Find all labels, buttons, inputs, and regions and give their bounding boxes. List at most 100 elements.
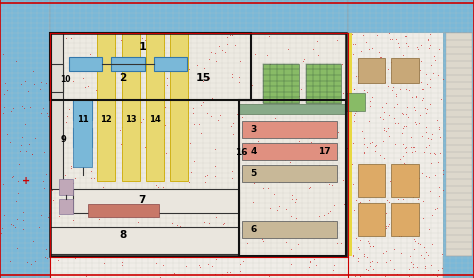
Point: [398, 131, 406, 135]
Point: [365, 119, 373, 123]
Point: [146, 170, 153, 174]
Point: [366, 99, 374, 103]
Point: [402, 217, 410, 221]
Point: [196, 205, 203, 210]
Bar: [73, 100, 92, 167]
Point: [61, 244, 69, 249]
Point: [315, 163, 322, 167]
Point: [367, 264, 374, 269]
Point: [53, 72, 61, 76]
Point: [92, 88, 100, 93]
Point: [179, 192, 187, 197]
Point: [325, 144, 332, 148]
Point: [51, 78, 59, 83]
Point: [251, 96, 258, 101]
Point: [182, 170, 189, 175]
Point: [275, 180, 283, 184]
Point: [7, 222, 14, 227]
Point: [228, 240, 236, 244]
Point: [347, 83, 355, 88]
Point: [346, 138, 354, 142]
Point: [270, 192, 278, 196]
Point: [42, 81, 50, 86]
Point: [360, 58, 368, 62]
Point: [395, 41, 402, 45]
Point: [325, 227, 332, 231]
Point: [249, 200, 256, 204]
Point: [159, 263, 167, 267]
Point: [212, 59, 220, 63]
Point: [318, 66, 325, 71]
Point: [103, 130, 111, 134]
Point: [329, 219, 337, 223]
Point: [306, 184, 313, 189]
Point: [19, 226, 27, 231]
Point: [375, 50, 383, 54]
Point: [365, 188, 372, 192]
Point: [372, 143, 380, 147]
Point: [343, 145, 350, 150]
Point: [400, 154, 407, 158]
Point: [405, 88, 413, 92]
Point: [435, 185, 443, 189]
Point: [410, 145, 417, 150]
Point: [385, 200, 393, 204]
Point: [294, 242, 302, 246]
Point: [140, 201, 147, 205]
Point: [407, 260, 414, 264]
Point: [151, 211, 159, 215]
Point: [76, 124, 84, 129]
Point: [165, 255, 173, 260]
Point: [223, 270, 231, 274]
Bar: [170, 33, 188, 181]
Point: [200, 79, 207, 83]
Point: [359, 208, 367, 212]
Text: 12: 12: [100, 115, 112, 124]
Point: [176, 250, 183, 254]
Point: [55, 258, 62, 262]
Point: [383, 101, 390, 105]
Point: [220, 221, 228, 225]
Point: [423, 82, 431, 86]
Point: [14, 191, 21, 196]
Point: [190, 111, 197, 116]
Point: [119, 193, 127, 198]
Point: [227, 123, 235, 128]
Point: [364, 74, 372, 79]
Point: [401, 145, 408, 150]
Point: [239, 259, 247, 263]
Point: [166, 34, 173, 39]
Point: [200, 100, 207, 105]
Point: [314, 224, 322, 228]
Point: [354, 259, 361, 264]
Point: [201, 174, 209, 178]
Point: [217, 230, 224, 234]
Point: [436, 135, 444, 139]
Point: [380, 155, 388, 160]
Point: [439, 76, 447, 81]
Point: [428, 263, 435, 267]
Point: [218, 190, 226, 195]
Bar: [446, 33, 472, 256]
Point: [278, 71, 286, 76]
Point: [284, 47, 292, 51]
Point: [200, 65, 208, 70]
Point: [354, 255, 362, 260]
Point: [216, 44, 223, 49]
Point: [421, 106, 428, 110]
Bar: [59, 199, 73, 214]
Point: [98, 121, 106, 126]
Point: [333, 241, 341, 245]
Point: [350, 86, 358, 91]
Point: [360, 254, 368, 258]
Point: [185, 66, 193, 71]
Point: [288, 214, 295, 218]
Point: [55, 214, 63, 218]
Point: [46, 135, 54, 140]
Point: [199, 237, 207, 241]
Point: [415, 176, 422, 180]
Point: [31, 136, 39, 140]
Point: [369, 267, 377, 272]
Text: 3: 3: [250, 125, 257, 134]
Point: [104, 245, 111, 250]
